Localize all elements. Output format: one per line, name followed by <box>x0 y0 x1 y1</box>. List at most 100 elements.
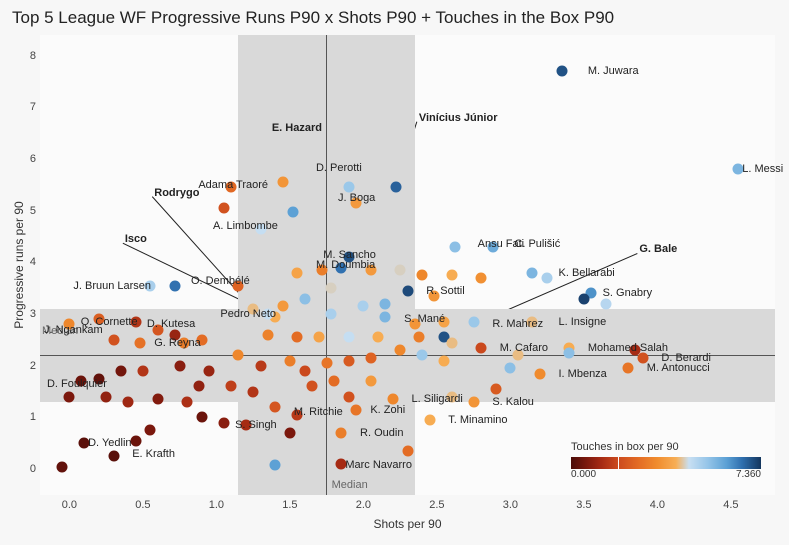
chart-container: Top 5 League WF Progressive Runs P90 x S… <box>0 0 789 545</box>
data-point <box>380 311 391 322</box>
data-point <box>600 298 611 309</box>
data-point <box>336 427 347 438</box>
data-point <box>380 298 391 309</box>
data-point <box>365 376 376 387</box>
y-tick: 7 <box>8 101 36 113</box>
point-label: M. Doumbia <box>316 259 375 271</box>
x-tick: 1.0 <box>209 499 224 511</box>
data-point <box>527 267 538 278</box>
point-label: D. Perotti <box>316 162 362 174</box>
point-label: G. Reyna <box>154 337 200 349</box>
point-label: L. Messi <box>742 163 783 175</box>
data-point <box>395 265 406 276</box>
data-point <box>182 396 193 407</box>
data-point <box>326 283 337 294</box>
data-point <box>145 425 156 436</box>
data-point <box>351 404 362 415</box>
point-label: D. Yedlin <box>88 437 131 449</box>
point-label: I. Mbenza <box>559 368 607 380</box>
data-point <box>123 396 134 407</box>
data-point <box>292 332 303 343</box>
data-point <box>255 360 266 371</box>
y-tick: 0 <box>8 463 36 475</box>
data-point <box>292 267 303 278</box>
x-axis-label: Shots per 90 <box>373 517 441 531</box>
x-tick: 2.5 <box>429 499 444 511</box>
data-point <box>270 402 281 413</box>
data-point <box>623 363 634 374</box>
data-point <box>534 368 545 379</box>
data-point <box>424 415 435 426</box>
point-label: K. Bellarabi <box>559 267 615 279</box>
point-label: J. Ngankam <box>44 324 103 336</box>
data-point <box>449 241 460 252</box>
data-point <box>395 345 406 356</box>
point-label: R. Mahrez <box>492 318 543 330</box>
legend-bar <box>571 457 761 469</box>
data-point <box>417 270 428 281</box>
point-label: Rodrygo <box>154 187 199 199</box>
data-point <box>101 391 112 402</box>
data-point <box>343 332 354 343</box>
color-legend: Touches in box per 90 0.000 7.360 <box>571 441 771 483</box>
point-label: L. Insigne <box>559 316 607 328</box>
data-point <box>287 206 298 217</box>
data-point <box>490 384 501 395</box>
legend-segment <box>601 457 618 469</box>
point-label: Isco <box>125 233 147 245</box>
data-point <box>343 391 354 402</box>
data-point <box>170 280 181 291</box>
median-label-x: Median <box>332 479 368 491</box>
data-point <box>284 355 295 366</box>
legend-segment <box>638 457 657 469</box>
data-point <box>306 381 317 392</box>
legend-segment <box>586 457 601 469</box>
x-tick: 2.0 <box>356 499 371 511</box>
point-label: M. Cafaro <box>500 342 548 354</box>
legend-segment <box>708 457 727 469</box>
data-point <box>64 391 75 402</box>
legend-segment <box>571 457 586 469</box>
legend-segment <box>689 457 708 469</box>
data-point <box>373 332 384 343</box>
y-tick: 8 <box>8 50 36 62</box>
data-point <box>134 337 145 348</box>
data-point <box>218 203 229 214</box>
point-label: T. Minamino <box>448 414 507 426</box>
data-point <box>564 347 575 358</box>
point-label: L. Siligardi <box>412 393 463 405</box>
legend-title: Touches in box per 90 <box>571 441 771 453</box>
data-point <box>446 270 457 281</box>
data-point <box>270 460 281 471</box>
data-point <box>262 329 273 340</box>
data-point <box>468 316 479 327</box>
x-tick: 0.5 <box>135 499 150 511</box>
data-point <box>390 182 401 193</box>
y-tick: 1 <box>8 411 36 423</box>
data-point <box>468 396 479 407</box>
x-tick: 1.5 <box>282 499 297 511</box>
data-point <box>402 285 413 296</box>
point-label: M. Juwara <box>588 65 639 77</box>
data-point <box>277 301 288 312</box>
legend-ticks: 0.000 7.360 <box>571 469 761 483</box>
data-point <box>57 461 68 472</box>
data-point <box>233 350 244 361</box>
data-point <box>476 342 487 353</box>
data-point <box>299 365 310 376</box>
data-point <box>358 301 369 312</box>
y-tick: 2 <box>8 360 36 372</box>
point-label: S. Kalou <box>492 396 534 408</box>
point-label: A. Limbombe <box>213 220 278 232</box>
point-label: S. Mané <box>404 313 445 325</box>
point-label: Marc Navarro <box>345 459 412 471</box>
point-label: R. Sottil <box>426 285 465 297</box>
point-label: M. Antonucci <box>647 362 710 374</box>
point-label: Vinícius Júnior <box>419 112 498 124</box>
data-point <box>284 427 295 438</box>
point-label: G. Bale <box>639 243 677 255</box>
legend-segment <box>727 457 742 469</box>
point-label: C. Pulišić <box>514 238 560 250</box>
x-tick: 4.5 <box>723 499 738 511</box>
point-label: Mohamed Salah <box>588 342 668 354</box>
